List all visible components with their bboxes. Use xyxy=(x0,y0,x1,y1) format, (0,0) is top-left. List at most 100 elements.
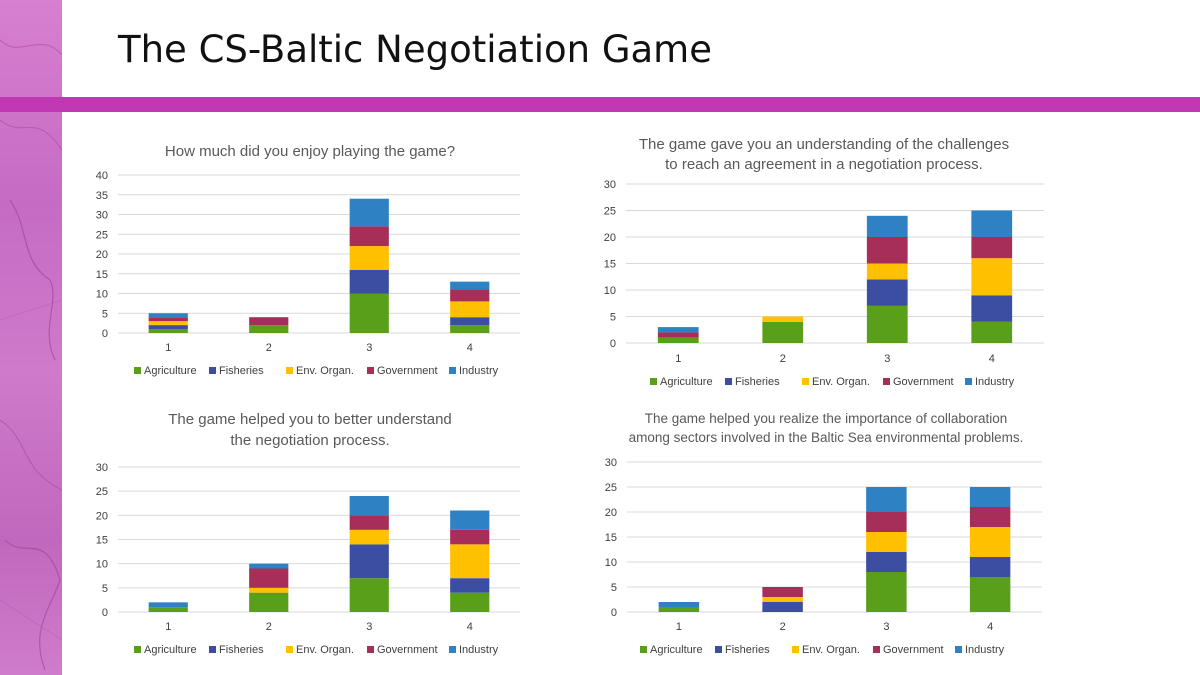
bar-segment-agriculture xyxy=(148,607,188,612)
legend-swatch xyxy=(873,646,880,653)
y-tick-label: 20 xyxy=(604,232,616,244)
legend-label: Industry xyxy=(975,376,1015,388)
chart-title: the negotiation process. xyxy=(230,432,389,449)
bar-segment-agriculture xyxy=(762,321,804,343)
bar-segment-agriculture xyxy=(249,592,289,612)
x-tick-label: 4 xyxy=(467,621,473,633)
slide-title: The CS-Baltic Negotiation Game xyxy=(118,28,712,71)
legend-label: Env. Organ. xyxy=(812,376,870,388)
legend-label: Agriculture xyxy=(660,376,713,388)
bar-segment-government xyxy=(249,317,289,326)
y-tick-label: 10 xyxy=(96,559,108,571)
bar-segment-fisheries xyxy=(349,269,389,294)
bar-segment-agriculture xyxy=(971,321,1013,343)
legend-swatch xyxy=(134,646,141,653)
bar-segment-agriculture xyxy=(866,305,908,343)
legend-swatch xyxy=(802,378,809,385)
map-texture xyxy=(0,39,62,671)
y-tick-label: 20 xyxy=(96,510,108,522)
bar-segment-fisheries xyxy=(450,317,490,326)
y-tick-label: 0 xyxy=(611,607,617,619)
legend-label: Fisheries xyxy=(735,376,780,388)
bar-segment-agriculture xyxy=(450,592,490,612)
chart-svg: How much did you enjoy playing the game?… xyxy=(96,143,520,377)
bar-segment-env-organ xyxy=(450,301,490,318)
legend-label: Env. Organ. xyxy=(296,365,354,377)
bar-segment-agriculture xyxy=(349,578,389,612)
bar-segment-env-organ xyxy=(148,321,188,326)
bar-segment-agriculture xyxy=(148,329,188,333)
y-tick-label: 0 xyxy=(102,328,108,340)
legend-swatch xyxy=(792,646,799,653)
x-tick-label: 3 xyxy=(366,621,372,633)
chart-agreement-challenges: The game gave you an understanding of th… xyxy=(590,132,1060,397)
x-tick-label: 3 xyxy=(884,353,890,365)
legend-label: Government xyxy=(893,376,954,388)
legend-swatch xyxy=(286,367,293,374)
bar-segment-env-organ xyxy=(866,263,908,280)
y-tick-label: 30 xyxy=(604,179,616,191)
x-tick-label: 4 xyxy=(989,353,995,365)
legend-swatch xyxy=(725,378,732,385)
bar-segment-fisheries xyxy=(148,325,188,330)
legend-swatch xyxy=(367,646,374,653)
legend-label: Industry xyxy=(459,365,499,377)
bar-segment-agriculture xyxy=(657,337,699,343)
bar-segment-agriculture xyxy=(658,607,700,612)
y-tick-label: 5 xyxy=(611,582,617,594)
bar-segment-government xyxy=(969,507,1011,527)
y-tick-label: 30 xyxy=(605,457,617,469)
y-tick-label: 15 xyxy=(604,259,616,271)
legend-swatch xyxy=(449,646,456,653)
bar-segment-fisheries xyxy=(971,295,1013,322)
bar-segment-government xyxy=(866,512,907,532)
legend-swatch xyxy=(286,646,293,653)
x-tick-label: 4 xyxy=(987,621,993,633)
bar-segment-industry xyxy=(450,281,490,290)
legend-label: Env. Organ. xyxy=(802,644,860,656)
legend-swatch xyxy=(367,367,374,374)
bar-segment-industry xyxy=(971,210,1013,237)
chart-collaboration: The game helped you realize the importan… xyxy=(590,405,1070,667)
bar-segment-env-organ xyxy=(971,258,1013,296)
chart-svg: The game helped you to better understand… xyxy=(96,411,520,656)
x-tick-label: 2 xyxy=(266,342,272,354)
legend-swatch xyxy=(449,367,456,374)
bar-segment-government xyxy=(148,317,188,322)
x-tick-label: 1 xyxy=(676,621,682,633)
y-tick-label: 15 xyxy=(96,535,108,547)
bar-segment-government xyxy=(349,515,389,530)
legend-swatch xyxy=(955,646,962,653)
legend-label: Fisheries xyxy=(725,644,770,656)
chart-title: among sectors involved in the Baltic Sea… xyxy=(629,430,1024,445)
chart-negotiation-process: The game helped you to better understand… xyxy=(78,405,548,665)
bar-segment-env-organ xyxy=(762,597,803,602)
bar-segment-env-organ xyxy=(349,246,389,270)
legend-label: Agriculture xyxy=(650,644,703,656)
x-tick-label: 1 xyxy=(165,621,171,633)
chart-title: The game gave you an understanding of th… xyxy=(639,136,1009,153)
bar-segment-government xyxy=(450,289,490,302)
y-tick-label: 0 xyxy=(610,338,616,350)
bar-segment-env-organ xyxy=(866,532,907,552)
legend-label: Industry xyxy=(459,644,499,656)
y-tick-label: 25 xyxy=(604,206,616,218)
x-tick-label: 2 xyxy=(780,621,786,633)
y-tick-label: 5 xyxy=(102,308,108,320)
chart-title: The game helped you to better understand xyxy=(168,411,452,428)
legend-swatch xyxy=(883,378,890,385)
y-tick-label: 0 xyxy=(102,607,108,619)
bar-segment-agriculture xyxy=(866,572,907,612)
bar-segment-fisheries xyxy=(866,552,907,572)
bar-segment-government xyxy=(657,332,699,338)
bar-segment-industry xyxy=(148,313,188,318)
bar-segment-fisheries xyxy=(969,557,1011,577)
y-tick-label: 10 xyxy=(96,289,108,301)
bar-segment-agriculture xyxy=(969,577,1011,612)
legend-label: Agriculture xyxy=(144,644,197,656)
legend-swatch xyxy=(134,367,141,374)
bar-segment-government xyxy=(971,237,1013,259)
legend-swatch xyxy=(209,646,216,653)
title-accent-bar xyxy=(0,97,1200,112)
legend-swatch xyxy=(650,378,657,385)
